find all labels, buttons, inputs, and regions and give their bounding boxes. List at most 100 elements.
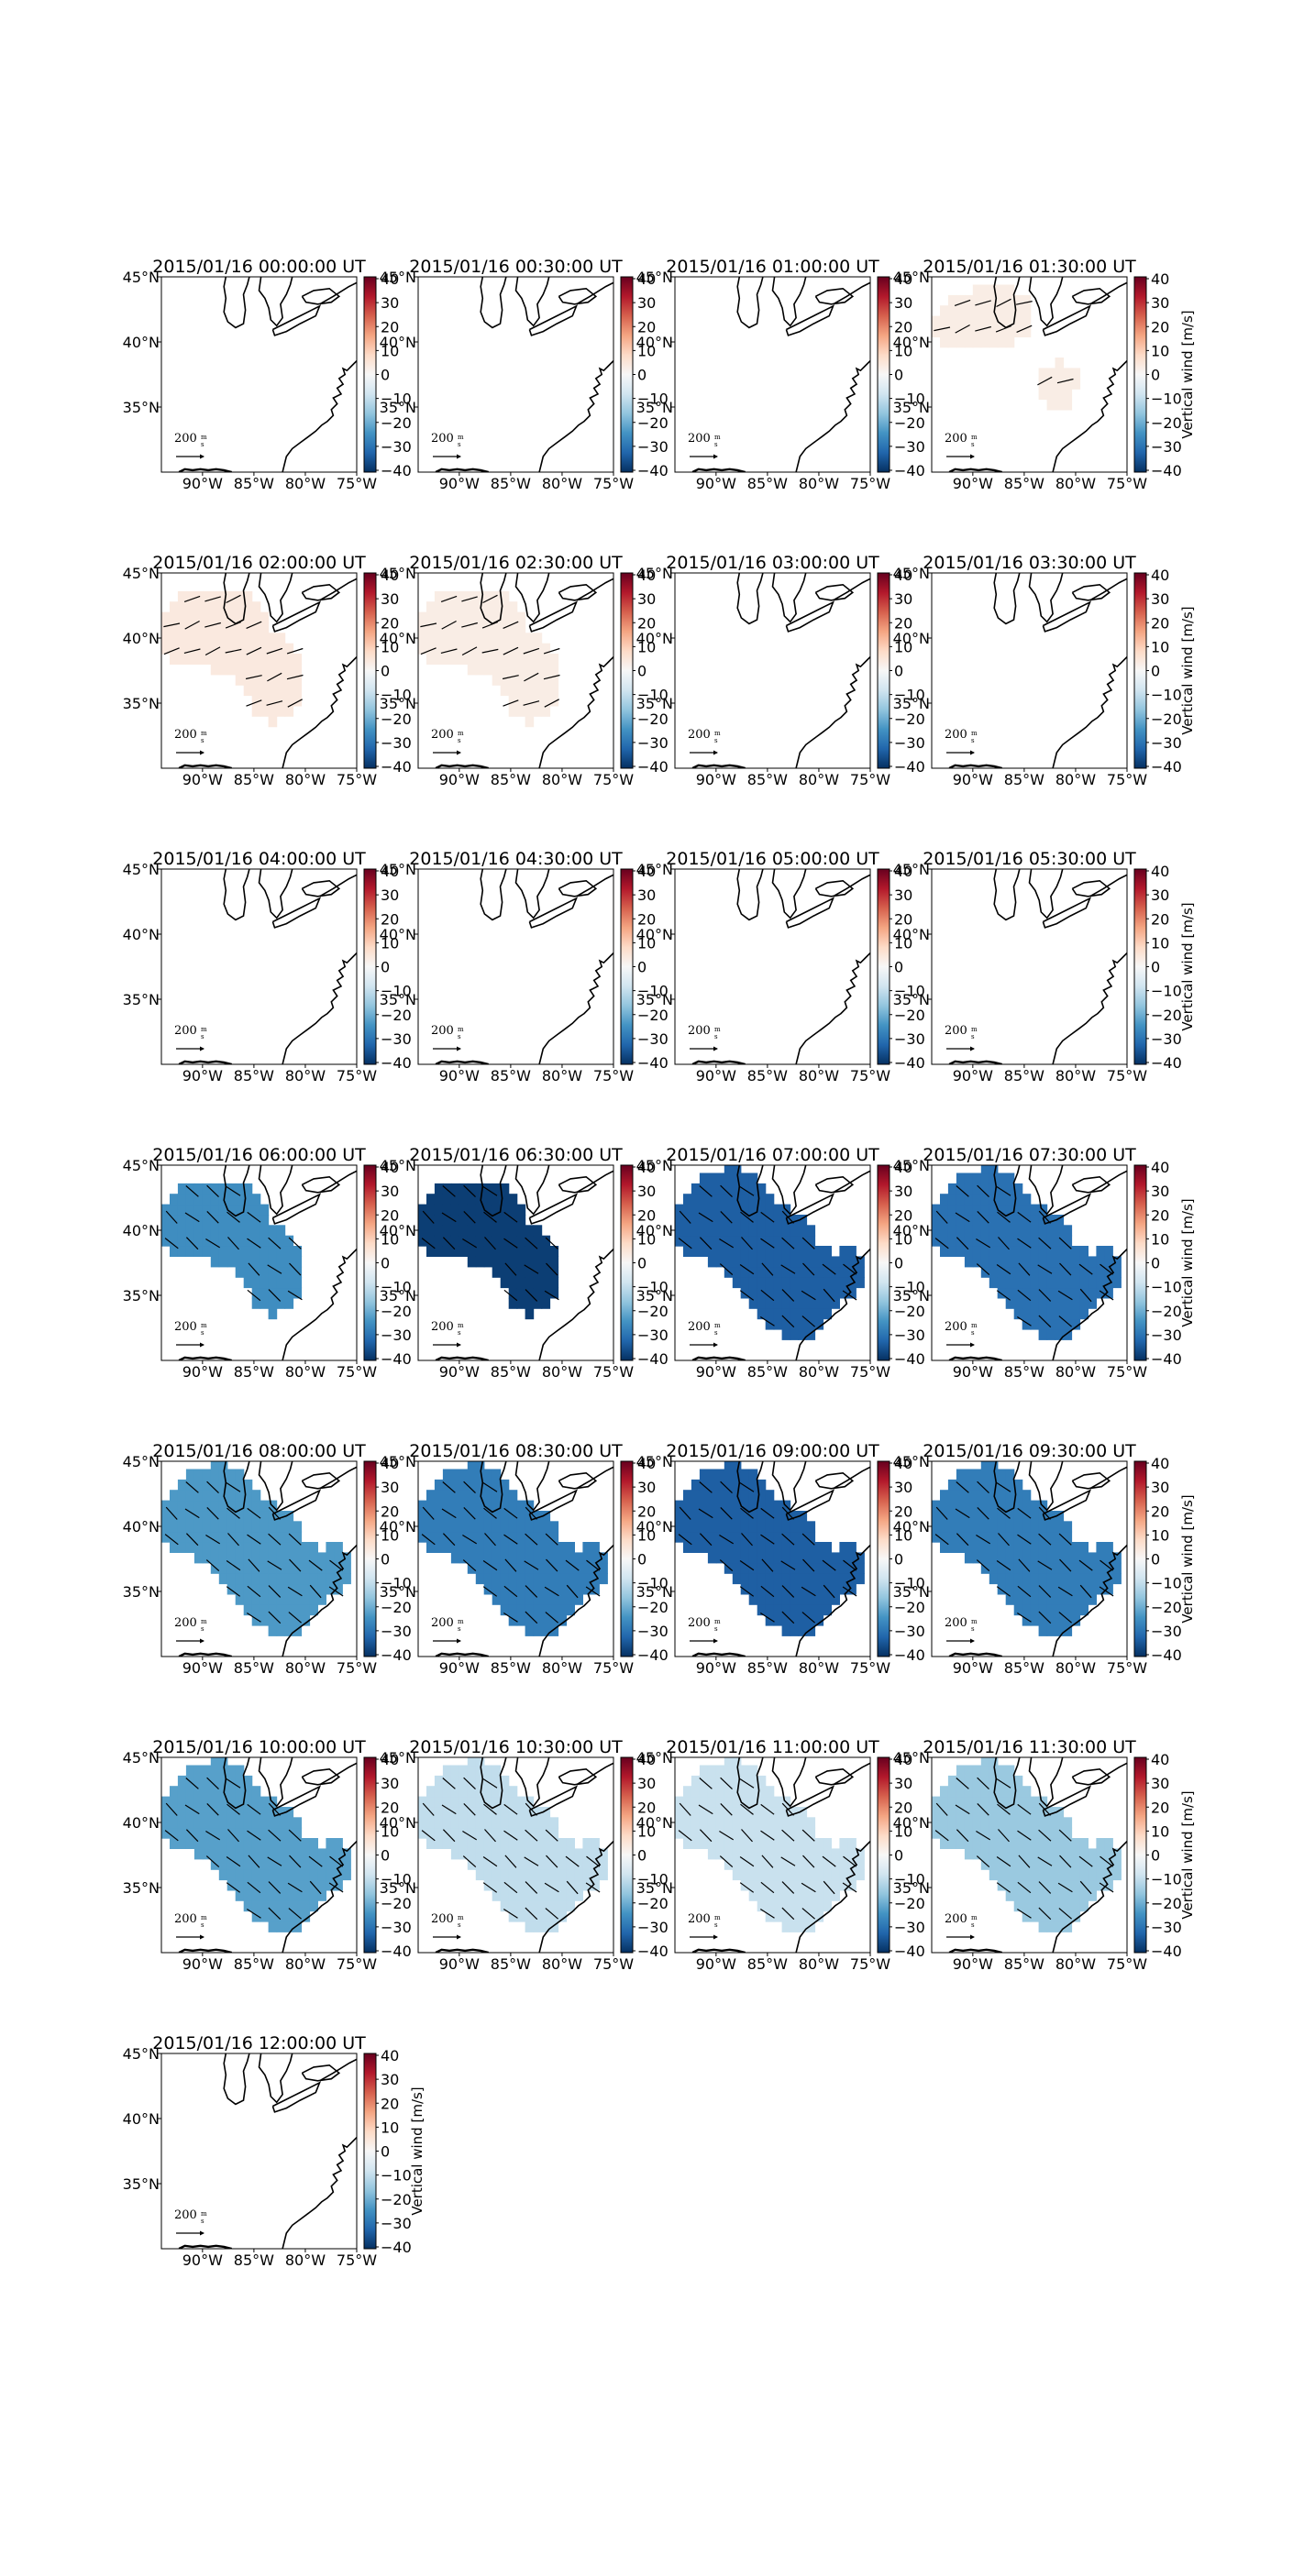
wind-cell [434,1521,444,1533]
wind-cell [284,1235,294,1247]
wind-cell [765,1786,775,1798]
lake-shoreline [223,1165,250,1217]
wind-arrow [503,1507,518,1519]
wind-cell [691,1490,701,1502]
wind-cell [268,664,278,676]
colorbar-tick-label: −30 [1151,734,1182,752]
wind-cell [193,633,204,644]
wind-cell [823,1848,832,1860]
wind-cell [516,1225,526,1237]
wind-cell [210,622,220,633]
wind-cell [1013,1521,1023,1533]
wind-arrow [801,1290,816,1301]
colorbar-tick-label: 40 [381,863,399,880]
wind-cell [839,1879,848,1891]
wind-cell [956,1775,966,1787]
wind-arrow [739,1290,755,1301]
lat-tick-label: 45°N [636,861,673,878]
wind-arrow [226,1481,241,1492]
atlantic-coast [795,1545,870,1657]
wind-cell [492,1838,502,1849]
colorbar-tick-label: 20 [1151,1503,1169,1520]
wind-cell [732,1246,742,1257]
lake-shoreline [558,1767,598,1786]
wind-cell [765,1848,775,1860]
wind-cell [1038,368,1048,380]
wind-cell [293,1900,303,1912]
wind-cell [260,1562,270,1574]
wind-arrow [165,1802,178,1816]
wind-cell [748,1204,758,1216]
wind-cell [757,1889,767,1901]
wind-cell [798,1817,808,1829]
colorbar-tick-label: 0 [381,959,390,976]
wind-cell [434,1215,444,1226]
wind-cell [1030,1573,1040,1585]
colorbar-tick-label: −10 [637,391,669,408]
wind-cell [293,1277,303,1289]
quiver-scale-unit: s [971,1625,975,1633]
colorbar-tick-label: 10 [381,1822,399,1840]
wind-cell [831,1562,840,1574]
wind-cell [773,1297,783,1309]
wind-cell [450,1235,460,1247]
wind-arrow [482,1481,498,1492]
wind-cell [997,1817,1007,1829]
wind-cell [177,654,187,665]
colorbar-tick-label: 40 [894,567,912,584]
wind-cell [1030,1879,1040,1891]
wind-cell [757,1900,767,1912]
wind-cell [251,1297,261,1309]
atlantic-coast [795,656,870,768]
wind-cell [591,1869,600,1881]
wind-cell [715,1511,725,1522]
lat-tick-label: 40°N [893,1814,930,1832]
wind-arrow [565,1559,580,1571]
wind-cell [243,1511,253,1522]
wind-cell [260,1807,270,1818]
panel-title: 2015/01/16 06:00:00 UT [152,1145,366,1165]
colorbar-tick-label: 10 [381,342,399,359]
wind-cell [856,1266,865,1278]
wind-cell [823,1542,832,1553]
wind-cell [227,1479,237,1491]
wind-cell [773,1848,783,1860]
wind-cell [558,1593,568,1605]
wind-arrow [1078,1559,1093,1571]
wind-cell [500,1194,510,1205]
wind-cell [193,1807,204,1818]
wind-cell [972,1807,982,1818]
wind-cell [997,1194,1007,1205]
wind-cell [549,1277,559,1289]
colorbar-tick-label: −40 [637,462,669,479]
wind-cell [541,1593,551,1605]
wind-cell [276,1624,286,1636]
wind-arrow [184,1212,200,1223]
lake-shoreline [1042,1193,1092,1225]
wind-arrow [1078,1855,1093,1867]
colorbar-tick-label: −30 [381,438,412,456]
wind-cell [317,1869,326,1881]
wind-cell [790,1511,800,1522]
wind-cell [500,1573,510,1585]
wind-cell [964,326,974,337]
wind-cell [1022,1604,1032,1616]
wind-cell [847,1573,856,1585]
lat-tick-label: 40°N [636,630,673,647]
wind-cell [227,1807,237,1818]
wind-cell [218,1848,228,1860]
wind-cell [1005,1521,1015,1533]
wind-cell [1022,1889,1032,1901]
wind-arrow [739,1856,755,1867]
wind-cell [483,1256,493,1268]
wind-cell [508,664,518,676]
wind-cell [724,1500,734,1512]
wind-cell [202,1848,212,1860]
wind-cell [459,590,469,602]
wind-arrow [1100,1559,1114,1571]
colorbar-tick-label: 0 [637,663,646,680]
wind-cell [1046,1552,1056,1564]
wind-arrow [740,1803,754,1815]
wind-cell [1063,1921,1073,1932]
